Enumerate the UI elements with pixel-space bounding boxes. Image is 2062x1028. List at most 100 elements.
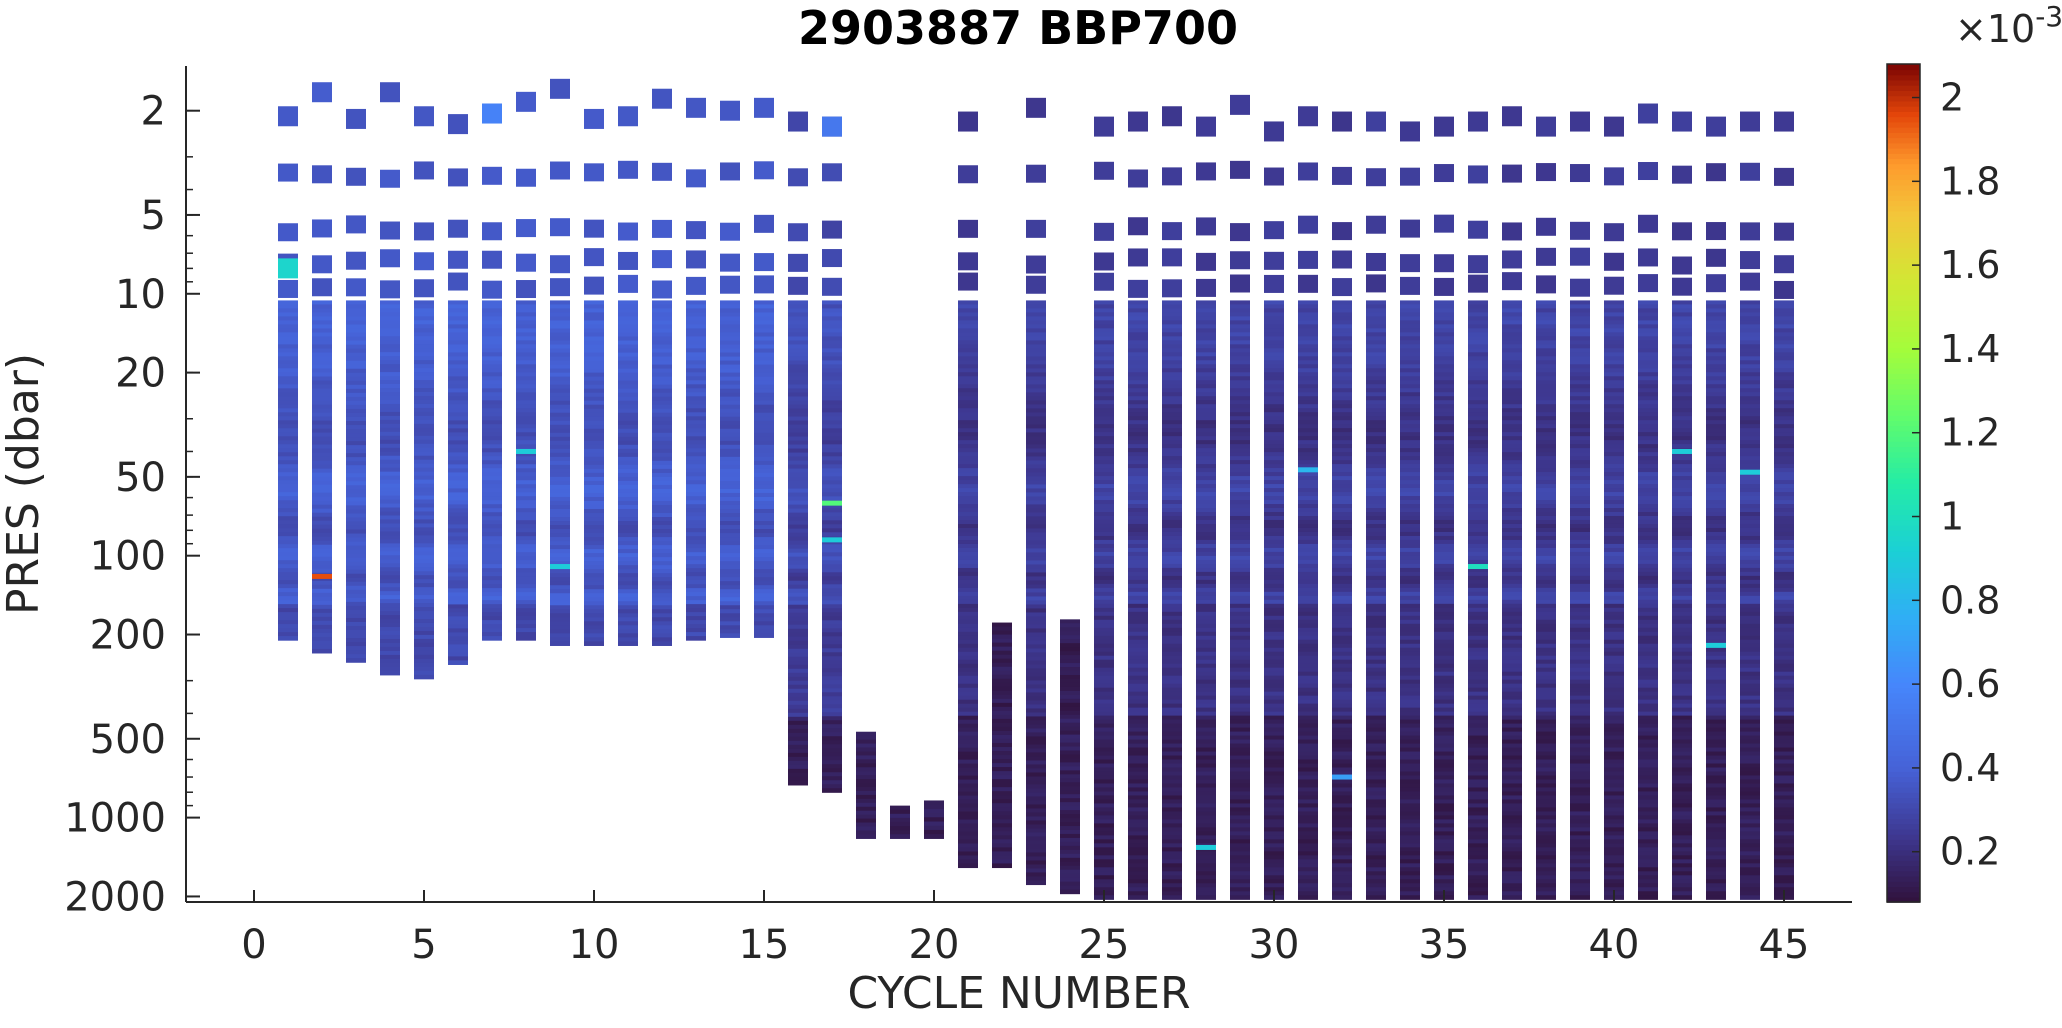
profile-segment — [1332, 523, 1352, 529]
sample-square — [1706, 222, 1726, 241]
profile-segment — [1468, 316, 1488, 321]
profile-segment — [1604, 807, 1624, 813]
profile-segment — [1332, 739, 1352, 745]
profile-segment — [346, 609, 366, 615]
profile-segment — [448, 436, 468, 441]
profile-segment — [822, 656, 842, 661]
profile-segment — [380, 642, 400, 648]
profile-segment — [1604, 360, 1624, 365]
profile-segment — [1638, 819, 1658, 825]
profile-segment — [1502, 432, 1522, 437]
sample-square — [754, 275, 774, 294]
profile-segment — [1230, 555, 1250, 561]
profile-segment — [1298, 883, 1318, 888]
profile-segment — [1536, 392, 1556, 397]
profile-segment — [516, 572, 536, 577]
profile-segment — [788, 348, 808, 354]
profile-segment — [1230, 579, 1250, 585]
profile-segment — [652, 452, 672, 458]
profile-segment — [1400, 615, 1420, 621]
profile-segment — [278, 332, 298, 337]
profile-segment — [1026, 544, 1046, 550]
profile-segment — [856, 775, 876, 780]
profile-cycle-4 — [380, 82, 400, 676]
profile-segment — [1026, 852, 1046, 858]
profile-segment — [1502, 440, 1522, 445]
profile-segment — [1366, 400, 1386, 405]
profile-segment — [1502, 635, 1522, 641]
profile-segment — [1128, 412, 1148, 417]
sample-square — [448, 272, 468, 291]
profile-segment — [1536, 735, 1556, 741]
profile-segment — [1570, 655, 1590, 661]
profile-segment — [1196, 611, 1216, 617]
profile-segment — [958, 615, 978, 621]
profile-segment — [958, 352, 978, 357]
profile-segment — [482, 584, 502, 589]
profile-segment — [1604, 388, 1624, 393]
profile-segment — [822, 744, 842, 749]
profile-segment — [1604, 783, 1624, 789]
profile-segment — [1604, 871, 1624, 876]
profile-segment — [448, 492, 468, 497]
profile-segment — [754, 593, 774, 598]
profile-segment — [1400, 384, 1420, 389]
profile-segment — [1434, 484, 1454, 489]
profile-segment — [958, 771, 978, 777]
profile-segment — [1332, 304, 1352, 309]
profile-segment — [1264, 635, 1284, 641]
profile-segment — [312, 380, 332, 386]
profile-segment — [1502, 587, 1522, 593]
profile-segment — [1264, 631, 1284, 637]
profile-segment — [1366, 571, 1386, 577]
profile-segment — [822, 588, 842, 593]
profile-segment — [618, 605, 638, 610]
profile-segment — [1366, 404, 1386, 409]
profile-segment — [312, 576, 332, 582]
profile-segment — [924, 829, 944, 835]
profile-segment — [1400, 883, 1420, 888]
profile-segment — [1400, 795, 1420, 801]
profile-segment — [1264, 687, 1284, 693]
profile-cycle-21 — [958, 111, 978, 869]
profile-segment — [1604, 567, 1624, 573]
profile-segment — [1298, 340, 1318, 345]
profile-segment — [516, 568, 536, 573]
profile-segment — [1060, 734, 1080, 740]
profile-segment — [1400, 300, 1420, 305]
sample-square — [1264, 274, 1284, 293]
profile-segment — [516, 532, 536, 537]
profile-segment — [1128, 667, 1148, 673]
profile-segment — [822, 524, 842, 529]
profile-segment — [1230, 611, 1250, 617]
profile-segment — [1400, 727, 1420, 733]
profile-segment — [1604, 571, 1624, 577]
profile-segment — [822, 472, 842, 477]
profile-segment — [958, 579, 978, 585]
profile-segment — [1536, 707, 1556, 713]
profile-segment — [890, 817, 910, 823]
profile-segment — [1264, 416, 1284, 421]
profile-segment — [1468, 807, 1488, 813]
profile-segment — [1400, 763, 1420, 769]
profile-segment — [1026, 372, 1046, 378]
profile-segment — [1332, 408, 1352, 413]
profile-segment — [1536, 456, 1556, 461]
profile-segment — [1434, 643, 1454, 649]
profile-segment — [822, 444, 842, 449]
profile-segment — [1162, 847, 1182, 852]
profile-segment — [1536, 767, 1556, 773]
profile-segment — [584, 500, 604, 506]
profile-segment — [686, 376, 706, 381]
profile-segment — [1298, 476, 1318, 481]
profile-segment — [652, 400, 672, 406]
profile-segment — [516, 424, 536, 429]
profile-segment — [1638, 787, 1658, 793]
profile-segment — [1570, 488, 1590, 493]
profile-segment — [482, 624, 502, 629]
profile-segment — [686, 332, 706, 337]
profile-segment — [1026, 708, 1046, 714]
profile-segment — [1672, 763, 1692, 769]
profile-segment — [1332, 456, 1352, 461]
profile-segment — [1400, 535, 1420, 541]
